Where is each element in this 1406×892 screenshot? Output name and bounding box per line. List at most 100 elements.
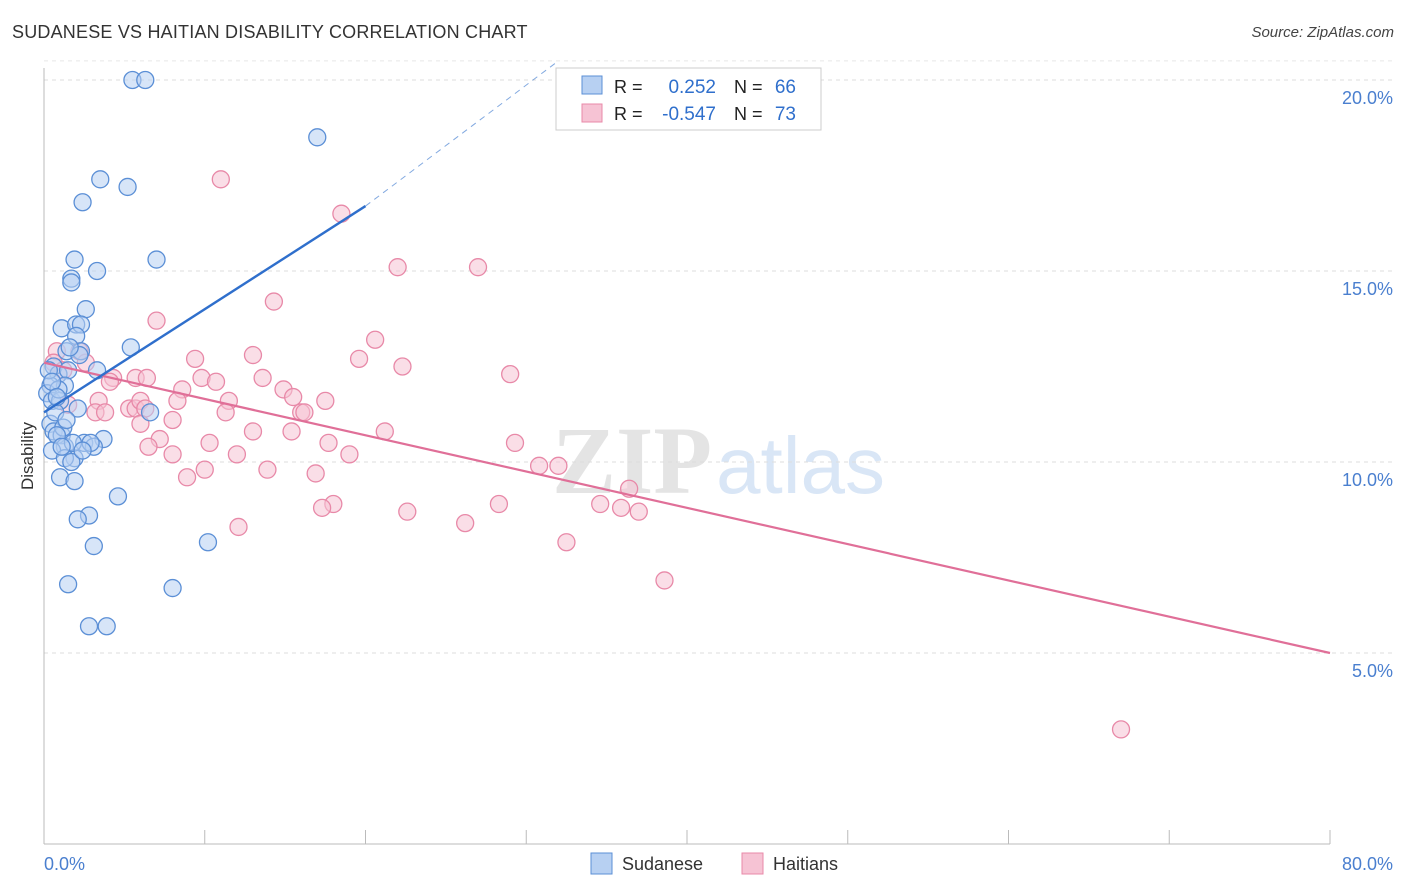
data-point	[87, 261, 107, 281]
y-tick-label: 20.0%	[1342, 88, 1393, 108]
legend-r-value-sudanese: 0.252	[668, 77, 716, 98]
data-point	[60, 338, 79, 357]
data-point	[139, 437, 158, 456]
data-point	[264, 292, 284, 311]
data-point	[557, 533, 576, 552]
legend-r-label-sudanese: R =	[614, 77, 643, 97]
data-point	[76, 300, 95, 319]
source-credit: Source: ZipAtlas.com	[1251, 24, 1394, 41]
y-tick-label: 5.0%	[1352, 661, 1393, 681]
bottom-legend-swatch-sudanese	[590, 852, 613, 875]
y-axis-label: Disability	[18, 421, 37, 490]
trend-lines	[43, 60, 1331, 655]
data-point	[118, 177, 137, 197]
legend-r-label-haitians: R =	[614, 104, 643, 124]
bottom-legend-label-sudanese: Sudanese	[622, 854, 703, 874]
y-tick-label: 10.0%	[1342, 470, 1393, 490]
data-point	[229, 517, 248, 537]
data-point	[549, 456, 568, 475]
data-point	[62, 452, 81, 472]
x-tick-label-max: 80.0%	[1342, 854, 1393, 874]
data-point	[206, 372, 226, 391]
data-point	[340, 445, 359, 464]
data-point	[284, 387, 303, 407]
data-point	[200, 433, 219, 453]
data-point	[253, 368, 272, 388]
data-point	[393, 357, 412, 376]
data-point	[52, 437, 71, 456]
watermark-zip: ZIP	[552, 407, 712, 514]
data-point	[388, 258, 407, 277]
data-point	[365, 330, 385, 349]
data-point	[65, 471, 84, 491]
legend-n-label-haitians: N =	[734, 104, 763, 124]
data-point	[147, 250, 166, 269]
data-point	[65, 250, 84, 269]
data-point	[91, 170, 110, 189]
data-point	[73, 193, 92, 212]
data-point	[243, 345, 263, 365]
data-point	[211, 170, 230, 189]
data-point	[1111, 720, 1131, 739]
data-point	[163, 445, 182, 464]
data-point	[611, 498, 631, 517]
legend-n-label-sudanese: N =	[734, 77, 763, 97]
data-point	[58, 575, 78, 594]
data-point	[84, 536, 103, 556]
data-point	[108, 487, 128, 506]
y-tick-label: 15.0%	[1342, 279, 1393, 299]
data-point	[319, 433, 338, 453]
haitians-trend-line	[43, 361, 1331, 655]
data-point	[68, 399, 87, 418]
data-point	[243, 422, 263, 441]
data-point	[468, 258, 488, 277]
correlation-legend: R = 0.252 N = 66 R = -0.547 N = 73	[555, 67, 822, 131]
data-point	[456, 513, 475, 533]
legend-n-value-haitians: 73	[775, 104, 796, 125]
y-axis-tick-labels: 5.0% 10.0% 15.0% 20.0%	[1342, 88, 1393, 681]
data-point	[282, 422, 301, 441]
haitians-points	[44, 170, 1131, 739]
data-point	[349, 349, 369, 369]
sudanese-trend-extension	[365, 60, 559, 207]
legend-r-value-haitians: -0.547	[662, 104, 716, 125]
watermark-atlas: atlas	[716, 421, 885, 510]
data-point	[185, 349, 205, 369]
x-axis-ticks	[43, 830, 1331, 844]
data-point	[68, 510, 87, 529]
bottom-legend-swatch-haitians	[741, 852, 764, 875]
data-point	[136, 70, 155, 90]
data-point	[312, 498, 332, 517]
x-tick-label-min: 0.0%	[44, 854, 85, 874]
data-point	[177, 468, 197, 487]
data-point	[529, 456, 549, 475]
sudanese-trend-line	[43, 205, 367, 414]
series-legend: Sudanese Haitians	[590, 852, 838, 875]
data-point	[62, 273, 81, 292]
data-point	[227, 445, 247, 464]
data-point	[216, 403, 235, 422]
data-point	[308, 128, 327, 147]
data-point	[591, 494, 610, 514]
data-point	[42, 372, 62, 391]
data-point	[147, 311, 166, 330]
data-point	[163, 410, 182, 430]
data-point	[295, 403, 314, 422]
data-point	[195, 460, 214, 479]
data-point	[501, 364, 520, 384]
legend-swatch-haitians	[581, 103, 603, 123]
data-point	[79, 617, 99, 636]
data-point	[73, 441, 92, 460]
data-point	[505, 433, 525, 453]
data-point	[258, 460, 277, 479]
data-point	[629, 502, 648, 521]
data-point	[163, 578, 182, 598]
data-point	[57, 410, 76, 430]
data-point	[140, 403, 160, 422]
legend-swatch-sudanese	[581, 75, 603, 95]
data-point	[97, 617, 116, 636]
data-point	[95, 403, 115, 422]
data-point	[398, 502, 417, 521]
data-point	[489, 494, 509, 514]
